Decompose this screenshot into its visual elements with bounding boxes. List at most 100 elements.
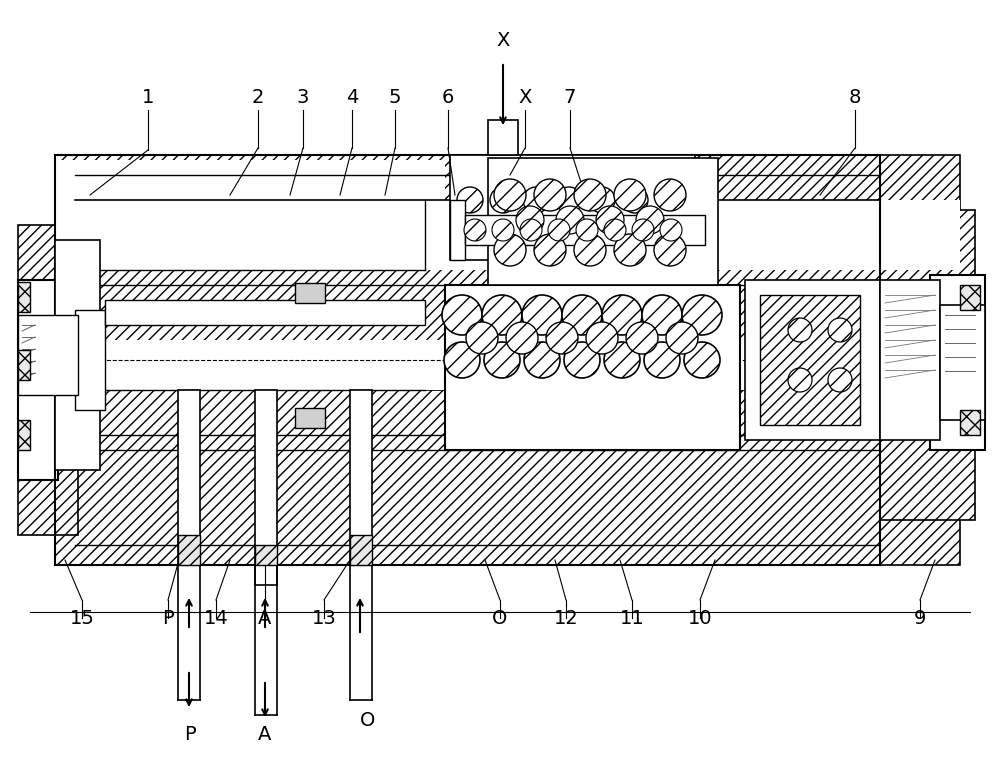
Circle shape <box>574 234 606 266</box>
Bar <box>930 275 985 450</box>
Circle shape <box>524 342 560 378</box>
Circle shape <box>596 206 624 234</box>
Circle shape <box>632 219 654 241</box>
Circle shape <box>556 206 584 234</box>
Circle shape <box>484 342 520 378</box>
Text: A: A <box>258 726 272 745</box>
Circle shape <box>614 234 646 266</box>
Bar <box>940 305 985 420</box>
Text: O: O <box>360 710 376 730</box>
Circle shape <box>494 234 526 266</box>
Text: X: X <box>496 30 510 50</box>
Circle shape <box>464 219 486 241</box>
Text: 13: 13 <box>312 608 336 628</box>
Bar <box>55 390 960 565</box>
Circle shape <box>604 219 626 241</box>
Bar <box>465 215 705 245</box>
Bar <box>450 155 695 260</box>
Bar <box>55 155 960 355</box>
Circle shape <box>534 234 566 266</box>
Circle shape <box>574 179 606 211</box>
Circle shape <box>602 295 642 335</box>
Circle shape <box>636 206 664 234</box>
Circle shape <box>490 187 516 213</box>
Bar <box>55 200 960 270</box>
Circle shape <box>562 295 602 335</box>
Text: 10: 10 <box>688 608 712 628</box>
Circle shape <box>788 318 812 342</box>
Bar <box>960 285 980 310</box>
Text: 11: 11 <box>620 608 644 628</box>
Circle shape <box>666 322 698 354</box>
Bar <box>178 535 200 565</box>
Bar <box>55 160 445 200</box>
Bar <box>880 280 940 440</box>
Bar <box>18 280 58 480</box>
Text: 9: 9 <box>914 608 926 628</box>
Bar <box>18 282 30 312</box>
Circle shape <box>654 234 686 266</box>
Bar <box>18 315 78 395</box>
Circle shape <box>466 322 498 354</box>
Text: 5: 5 <box>389 87 401 107</box>
Circle shape <box>828 368 852 392</box>
Bar <box>105 300 425 325</box>
Circle shape <box>506 322 538 354</box>
Bar <box>488 158 718 285</box>
Circle shape <box>546 322 578 354</box>
Bar <box>450 200 465 260</box>
Bar <box>488 120 518 155</box>
Bar <box>18 420 30 450</box>
Text: 3: 3 <box>297 87 309 107</box>
Bar <box>350 390 372 565</box>
Circle shape <box>556 187 582 213</box>
Circle shape <box>576 219 598 241</box>
Text: 2: 2 <box>252 87 264 107</box>
Circle shape <box>626 322 658 354</box>
Text: 12: 12 <box>554 608 578 628</box>
Circle shape <box>564 342 600 378</box>
Circle shape <box>457 187 483 213</box>
Circle shape <box>654 179 686 211</box>
Circle shape <box>444 342 480 378</box>
Circle shape <box>642 295 682 335</box>
Bar <box>255 390 277 585</box>
Circle shape <box>494 179 526 211</box>
Bar <box>75 310 105 410</box>
Circle shape <box>492 219 514 241</box>
Circle shape <box>548 219 570 241</box>
Circle shape <box>482 295 522 335</box>
Text: X: X <box>518 87 532 107</box>
Circle shape <box>442 295 482 335</box>
Circle shape <box>660 219 682 241</box>
Bar <box>55 340 960 390</box>
Text: 1: 1 <box>142 87 154 107</box>
Bar <box>55 240 100 470</box>
Circle shape <box>684 342 720 378</box>
Bar <box>960 410 980 435</box>
Text: P: P <box>162 608 174 628</box>
Circle shape <box>520 219 542 241</box>
Circle shape <box>614 179 646 211</box>
Bar <box>18 225 78 535</box>
Text: P: P <box>184 726 196 745</box>
Circle shape <box>644 342 680 378</box>
Circle shape <box>534 179 566 211</box>
Text: 15: 15 <box>70 608 94 628</box>
Text: 6: 6 <box>442 87 454 107</box>
Bar <box>880 210 975 520</box>
Bar <box>760 295 860 425</box>
Bar <box>295 283 325 303</box>
Bar <box>55 160 445 200</box>
Bar <box>255 545 277 565</box>
Text: 8: 8 <box>849 87 861 107</box>
Circle shape <box>622 187 648 213</box>
Circle shape <box>523 187 549 213</box>
Bar <box>350 535 372 565</box>
Circle shape <box>586 322 618 354</box>
Bar <box>18 350 30 380</box>
Text: 7: 7 <box>564 87 576 107</box>
Circle shape <box>828 318 852 342</box>
Circle shape <box>682 295 722 335</box>
Bar <box>445 285 740 450</box>
